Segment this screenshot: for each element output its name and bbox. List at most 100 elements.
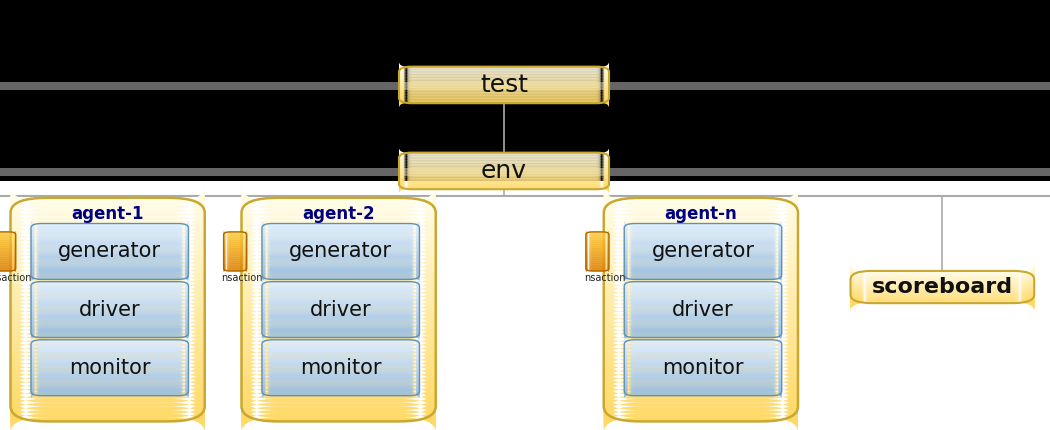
FancyBboxPatch shape xyxy=(32,292,189,300)
FancyBboxPatch shape xyxy=(624,318,781,326)
FancyBboxPatch shape xyxy=(399,93,609,103)
FancyBboxPatch shape xyxy=(624,227,781,234)
FancyBboxPatch shape xyxy=(604,257,798,283)
FancyBboxPatch shape xyxy=(32,293,189,301)
FancyBboxPatch shape xyxy=(32,238,189,245)
FancyBboxPatch shape xyxy=(399,69,609,79)
FancyBboxPatch shape xyxy=(624,244,781,252)
FancyBboxPatch shape xyxy=(586,243,609,247)
FancyBboxPatch shape xyxy=(32,313,189,320)
FancyBboxPatch shape xyxy=(624,231,781,239)
FancyBboxPatch shape xyxy=(624,385,781,392)
FancyBboxPatch shape xyxy=(399,155,609,165)
FancyBboxPatch shape xyxy=(262,332,419,339)
FancyBboxPatch shape xyxy=(850,273,1034,289)
FancyBboxPatch shape xyxy=(399,77,609,86)
FancyBboxPatch shape xyxy=(624,319,781,327)
FancyBboxPatch shape xyxy=(32,251,189,258)
FancyBboxPatch shape xyxy=(604,295,798,321)
FancyBboxPatch shape xyxy=(242,212,436,239)
FancyBboxPatch shape xyxy=(586,253,609,258)
FancyBboxPatch shape xyxy=(586,235,609,240)
FancyBboxPatch shape xyxy=(624,367,781,375)
FancyBboxPatch shape xyxy=(262,226,419,233)
FancyBboxPatch shape xyxy=(32,379,189,387)
FancyBboxPatch shape xyxy=(242,295,436,321)
FancyBboxPatch shape xyxy=(624,359,781,366)
FancyBboxPatch shape xyxy=(32,265,189,272)
FancyBboxPatch shape xyxy=(32,361,189,368)
FancyBboxPatch shape xyxy=(0,261,16,265)
FancyBboxPatch shape xyxy=(0,233,16,237)
FancyBboxPatch shape xyxy=(624,288,781,295)
FancyBboxPatch shape xyxy=(32,336,189,344)
FancyBboxPatch shape xyxy=(32,256,189,264)
FancyBboxPatch shape xyxy=(32,221,189,228)
FancyBboxPatch shape xyxy=(604,377,798,402)
FancyBboxPatch shape xyxy=(624,289,781,297)
FancyBboxPatch shape xyxy=(850,273,1034,289)
FancyBboxPatch shape xyxy=(32,352,189,360)
FancyBboxPatch shape xyxy=(624,224,781,231)
FancyBboxPatch shape xyxy=(604,231,798,257)
FancyBboxPatch shape xyxy=(242,369,436,395)
FancyBboxPatch shape xyxy=(262,301,419,309)
FancyBboxPatch shape xyxy=(262,232,419,240)
FancyBboxPatch shape xyxy=(624,280,781,288)
FancyBboxPatch shape xyxy=(32,304,189,311)
FancyBboxPatch shape xyxy=(604,391,798,418)
FancyBboxPatch shape xyxy=(624,228,781,236)
FancyBboxPatch shape xyxy=(262,360,419,367)
FancyBboxPatch shape xyxy=(262,245,419,253)
FancyBboxPatch shape xyxy=(399,158,609,167)
FancyBboxPatch shape xyxy=(399,168,609,178)
FancyBboxPatch shape xyxy=(10,391,205,418)
FancyBboxPatch shape xyxy=(262,311,419,318)
FancyBboxPatch shape xyxy=(399,174,609,183)
FancyBboxPatch shape xyxy=(0,239,16,243)
FancyBboxPatch shape xyxy=(32,310,189,317)
FancyBboxPatch shape xyxy=(262,264,419,271)
FancyBboxPatch shape xyxy=(242,347,436,373)
FancyBboxPatch shape xyxy=(262,303,419,310)
FancyBboxPatch shape xyxy=(32,228,189,236)
FancyBboxPatch shape xyxy=(224,240,247,245)
FancyBboxPatch shape xyxy=(32,284,189,292)
FancyBboxPatch shape xyxy=(624,330,781,338)
FancyBboxPatch shape xyxy=(32,319,189,327)
FancyBboxPatch shape xyxy=(10,276,205,302)
FancyBboxPatch shape xyxy=(224,240,247,244)
FancyBboxPatch shape xyxy=(624,347,781,354)
FancyBboxPatch shape xyxy=(32,288,189,295)
FancyBboxPatch shape xyxy=(10,265,205,291)
FancyBboxPatch shape xyxy=(0,250,16,255)
FancyBboxPatch shape xyxy=(0,265,16,270)
FancyBboxPatch shape xyxy=(624,275,781,283)
FancyBboxPatch shape xyxy=(10,354,205,381)
FancyBboxPatch shape xyxy=(604,324,798,350)
FancyBboxPatch shape xyxy=(399,71,609,81)
FancyBboxPatch shape xyxy=(10,227,205,254)
FancyBboxPatch shape xyxy=(850,286,1034,302)
FancyBboxPatch shape xyxy=(262,324,419,332)
FancyBboxPatch shape xyxy=(399,170,609,180)
FancyBboxPatch shape xyxy=(242,283,436,310)
FancyBboxPatch shape xyxy=(624,225,781,232)
FancyBboxPatch shape xyxy=(32,303,189,310)
FancyBboxPatch shape xyxy=(262,338,419,346)
FancyBboxPatch shape xyxy=(32,317,189,325)
FancyBboxPatch shape xyxy=(262,350,419,357)
FancyBboxPatch shape xyxy=(604,366,798,391)
Text: nsaction: nsaction xyxy=(222,273,264,283)
FancyBboxPatch shape xyxy=(242,354,436,381)
FancyBboxPatch shape xyxy=(604,384,798,410)
FancyBboxPatch shape xyxy=(604,347,798,373)
FancyBboxPatch shape xyxy=(262,326,419,333)
FancyBboxPatch shape xyxy=(32,245,189,253)
FancyBboxPatch shape xyxy=(242,190,436,216)
FancyBboxPatch shape xyxy=(242,287,436,313)
FancyBboxPatch shape xyxy=(0,251,16,255)
FancyBboxPatch shape xyxy=(850,293,1034,310)
FancyBboxPatch shape xyxy=(624,305,781,313)
FancyBboxPatch shape xyxy=(624,255,781,263)
